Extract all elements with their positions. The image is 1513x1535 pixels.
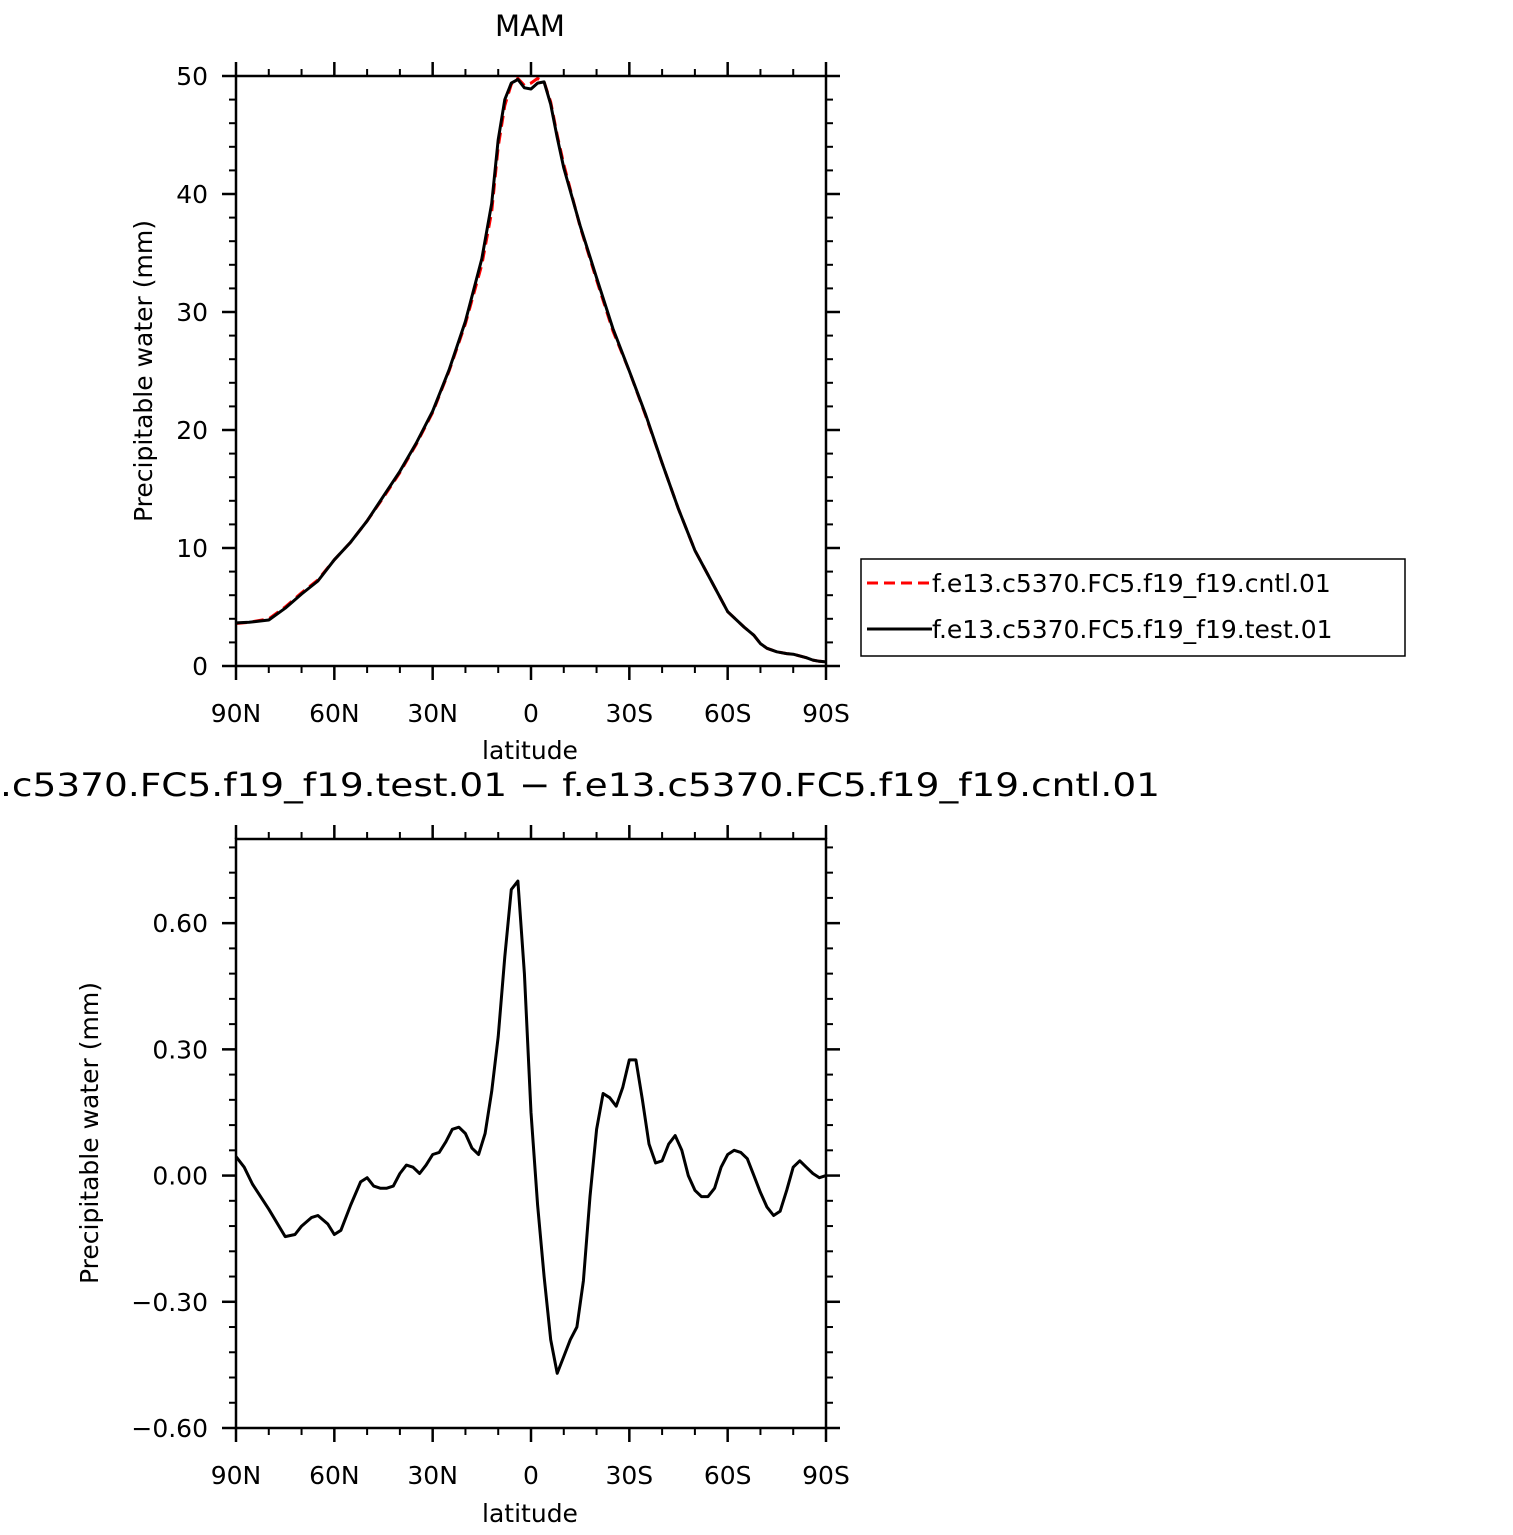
bottom-chart-title: .c5370.FC5.f19_f19.test.01 − f.e13.c5370… [0,766,1160,804]
top-y-tick-label: 50 [176,62,208,91]
top-x-tick-label: 60N [309,699,360,728]
bottom-x-tick-label: 30N [407,1461,458,1490]
top-y-tick-label: 40 [176,180,208,209]
bottom-x-tick-label: 90N [211,1461,262,1490]
bottom-x-tick-label: 30S [605,1461,653,1490]
bottom-y-tick-label: 0.00 [152,1162,208,1191]
bottom-axes-group: 90N 60N 30N 0 30S 60S 90S −0.60 −0.30 0.00 0.30 0.6… [131,825,850,1490]
top-plot-frame [234,74,828,668]
top-y-tick-label: 30 [176,298,208,327]
top-y-axis-label: Precipitable water (mm) [129,220,158,522]
bottom-plot-panel: .c5370.FC5.f19_f19.test.01 − f.e13.c5370… [0,766,1160,1528]
bottom-y-axis-label: Precipitable water (mm) [75,982,104,1284]
top-x-tick-label: 0 [523,699,539,728]
bottom-x-tick-label: 60N [309,1461,360,1490]
bottom-y-tick-label: −0.60 [131,1414,208,1443]
legend-label-test: f.e13.c5370.FC5.f19_f19.test.01 [932,615,1333,644]
bottom-y-tick-label: −0.30 [131,1288,208,1317]
top-y-tick-label: 0 [192,652,208,681]
bottom-x-tick-label: 60S [704,1461,752,1490]
bottom-y-tick-label: 0.30 [152,1035,208,1064]
legend-label-cntl: f.e13.c5370.FC5.f19_f19.cntl.01 [932,569,1331,598]
top-series-group [235,76,827,664]
top-x-axis-label: latitude [482,736,578,765]
top-x-tick-label: 60S [704,699,752,728]
top-series-line-1 [235,78,827,664]
top-x-tick-label: 30S [605,699,653,728]
top-x-tick-label: 90N [211,699,262,728]
bottom-y-tick-label: 0.60 [152,909,208,938]
top-x-tick-label: 30N [407,699,458,728]
top-plot-panel: MAM 90N 60N 30N 0 30S 60S 90S 0 10 20 30 40 50 latit… [129,9,850,765]
legend-box [860,558,1406,657]
top-x-tick-label: 90S [802,699,850,728]
bottom-series-group [234,879,827,1375]
top-axes-group: 90N 60N 30N 0 30S 60S 90S 0 10 20 30 40 50 [176,62,850,728]
legend: f.e13.c5370.FC5.f19_f19.cntl.01 f.e13.c5… [860,558,1406,657]
bottom-series-line-0 [234,879,827,1375]
bottom-x-axis-label: latitude [482,1499,578,1528]
bottom-x-tick-label: 90S [802,1461,850,1490]
bottom-x-tick-label: 0 [523,1461,539,1490]
top-chart-title: MAM [495,9,565,43]
top-y-tick-label: 10 [176,534,208,563]
top-y-tick-label: 20 [176,416,208,445]
